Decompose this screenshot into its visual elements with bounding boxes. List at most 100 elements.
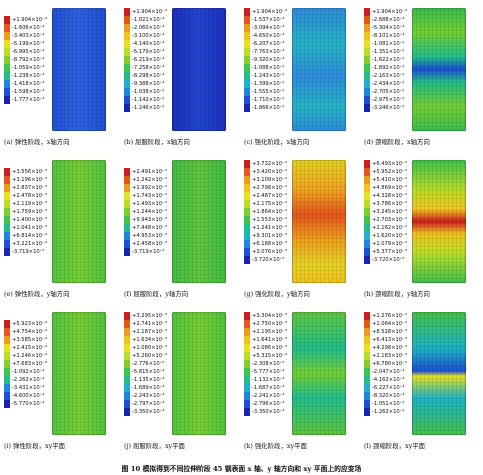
legend-swatch: [124, 352, 130, 360]
legend-swatch: [244, 224, 250, 232]
legend-tick-label: +9.943×10⁻³: [132, 217, 167, 223]
legend-row: +3.585×10⁻⁴: [4, 336, 62, 344]
legend-row: +2.487×10⁻²: [244, 192, 302, 200]
legend-swatch: [364, 72, 370, 80]
legend-swatch: [244, 160, 250, 168]
legend-tick-label: +4.328×10⁻²: [372, 193, 407, 199]
legend-swatch: [124, 360, 130, 368]
legend-row: +3.245×10⁻²: [364, 208, 422, 216]
legend-row: -1.399×10⁻²: [244, 80, 302, 88]
legend-row: +1.620×10⁻²: [364, 232, 422, 240]
legend-tick-label: -1.537×10⁻³: [252, 17, 285, 23]
legend-swatch: [244, 320, 250, 328]
legend-swatch: [4, 176, 10, 184]
legend-tick-label: -1.132×10⁻³: [252, 377, 285, 383]
legend-swatch: [4, 320, 10, 328]
legend-tick-label: +2.837×10⁻³: [12, 185, 47, 191]
legend-tick-label: +1.641×10⁻³: [252, 337, 287, 343]
legend-row: +4.328×10⁻²: [364, 192, 422, 200]
legend-swatch: [4, 368, 10, 376]
mesh-overlay: [292, 8, 346, 131]
figure-panel: +6.493×10⁻² +5.952×10⁻² +5.410×10⁻² +4.869×…: [362, 158, 480, 308]
legend-tick-label: -1.710×10⁻²: [252, 97, 285, 103]
legend-row: -2.262×10⁻⁴: [4, 376, 62, 384]
legend-row: +2.242×10⁻²: [124, 176, 182, 184]
legend-row: +1.759×10⁻³: [4, 208, 62, 216]
legend-row: -1.081×10⁻²: [364, 40, 422, 48]
legend-swatch: [244, 184, 250, 192]
panel-caption: (l) 颈缩阶段，xy平面: [364, 442, 426, 450]
mesh-overlay: [412, 8, 466, 131]
legend-swatch: [4, 16, 10, 24]
legend-row: +5.260×10⁻⁴: [124, 352, 182, 360]
legend-tick-label: +6.814×10⁻⁴: [12, 233, 47, 239]
legend-row: +6.413×10⁻³: [364, 336, 422, 344]
legend-swatch: [124, 216, 130, 224]
legend-row: +2.162×10⁻²: [364, 224, 422, 232]
legend-swatch: [124, 64, 130, 72]
legend-tick-label: +1.400×10⁻³: [12, 217, 47, 223]
legend-row: +1.904×10⁻⁴: [244, 8, 302, 16]
legend-swatch: [244, 80, 250, 88]
legend-tick-label: +3.786×10⁻²: [372, 201, 407, 207]
legend-swatch: [124, 32, 130, 40]
legend-swatch: [124, 40, 130, 48]
panel-caption: (e) 弹性阶段，y轴方向: [4, 290, 70, 298]
legend-tick-label: +2.175×10⁻²: [252, 201, 287, 207]
legend-tick-label: -1.021×10⁻³: [132, 17, 165, 23]
legend-row: +4.869×10⁻²: [364, 184, 422, 192]
legend-swatch: [244, 392, 250, 400]
legend-row: -7.258×10⁻³: [124, 64, 182, 72]
legend-tick-label: -9.320×10⁻³: [252, 57, 285, 63]
legend-row: +3.420×10⁻²: [244, 168, 302, 176]
legend-row: -8.298×10⁻³: [124, 72, 182, 80]
legend-tick-label: -3.719×10⁻⁵: [132, 249, 165, 255]
legend-swatch: [124, 104, 130, 112]
legend-row: -1.892×10⁻²: [364, 64, 422, 72]
legend-row: -1.710×10⁻²: [244, 96, 302, 104]
mesh-overlay: [172, 8, 226, 131]
legend-row: +2.478×10⁻³: [4, 192, 62, 200]
legend-tick-label: -1.399×10⁻²: [252, 81, 285, 87]
legend-row: +1.080×10⁻³: [124, 344, 182, 352]
color-legend: +6.493×10⁻² +5.952×10⁻² +5.410×10⁻² +4.869×…: [364, 160, 422, 264]
legend-swatch: [244, 312, 250, 320]
legend-tick-label: -3.719×10⁻⁵: [12, 249, 45, 255]
legend-tick-label: +3.732×10⁻²: [252, 161, 287, 167]
color-legend: +3.304×10⁻³ +2.750×10⁻³ +2.195×10⁻³ +1.641×…: [244, 312, 302, 416]
legend-swatch: [244, 400, 250, 408]
legend-row: -6.219×10⁻³: [124, 56, 182, 64]
legend-row: +1.041×10⁻³: [4, 224, 62, 232]
color-legend: +3.295×10⁻³ +2.741×10⁻³ +2.187×10⁻³ +1.634×…: [124, 312, 182, 416]
legend-tick-label: -4.140×10⁻³: [132, 41, 165, 47]
color-legend: +5.923×10⁻⁴ +4.754×10⁻⁴ +3.585×10⁻⁴ +2.415×…: [4, 320, 62, 408]
legend-tick-label: -1.238×10⁻³: [12, 73, 45, 79]
legend-tick-label: -7.258×10⁻³: [132, 65, 165, 71]
legend-row: +3.221×10⁻⁴: [4, 240, 62, 248]
legend-row: -3.431×10⁻⁴: [4, 384, 62, 392]
legend-row: -4.140×10⁻³: [124, 40, 182, 48]
legend-row: -1.135×10⁻³: [124, 376, 182, 384]
legend-row: -5.770×10⁻⁴: [4, 400, 62, 408]
legend-row: -2.797×10⁻³: [124, 400, 182, 408]
legend-tick-label: +5.315×10⁻⁴: [252, 353, 287, 359]
legend-tick-label: +1.241×10⁻²: [252, 225, 287, 231]
legend-swatch: [4, 248, 10, 256]
legend-swatch: [124, 8, 130, 16]
legend-swatch: [244, 232, 250, 240]
figure-panel: +3.556×10⁻³ +3.196×10⁻³ +2.837×10⁻³ +2.478×…: [2, 158, 120, 308]
legend-swatch: [244, 32, 250, 40]
legend-row: +1.241×10⁻²: [244, 224, 302, 232]
legend-tick-label: -8.101×10⁻³: [372, 33, 405, 39]
legend-row: +6.780×10⁻⁵: [364, 360, 422, 368]
color-legend: +1.904×10⁻⁴ -1.021×10⁻³ -2.060×10⁻³ -3.100×…: [124, 8, 182, 112]
legend-tick-label: -4.162×10⁻³: [372, 377, 405, 383]
legend-swatch: [244, 256, 250, 264]
legend-swatch: [244, 344, 250, 352]
legend-tick-label: +6.493×10⁻²: [372, 161, 407, 167]
legend-swatch: [364, 184, 370, 192]
mesh-overlay: [52, 312, 106, 435]
legend-row: +1.086×10⁻³: [244, 344, 302, 352]
specimen-contour: [292, 8, 346, 131]
legend-row: -3.350×10⁻³: [244, 408, 302, 416]
